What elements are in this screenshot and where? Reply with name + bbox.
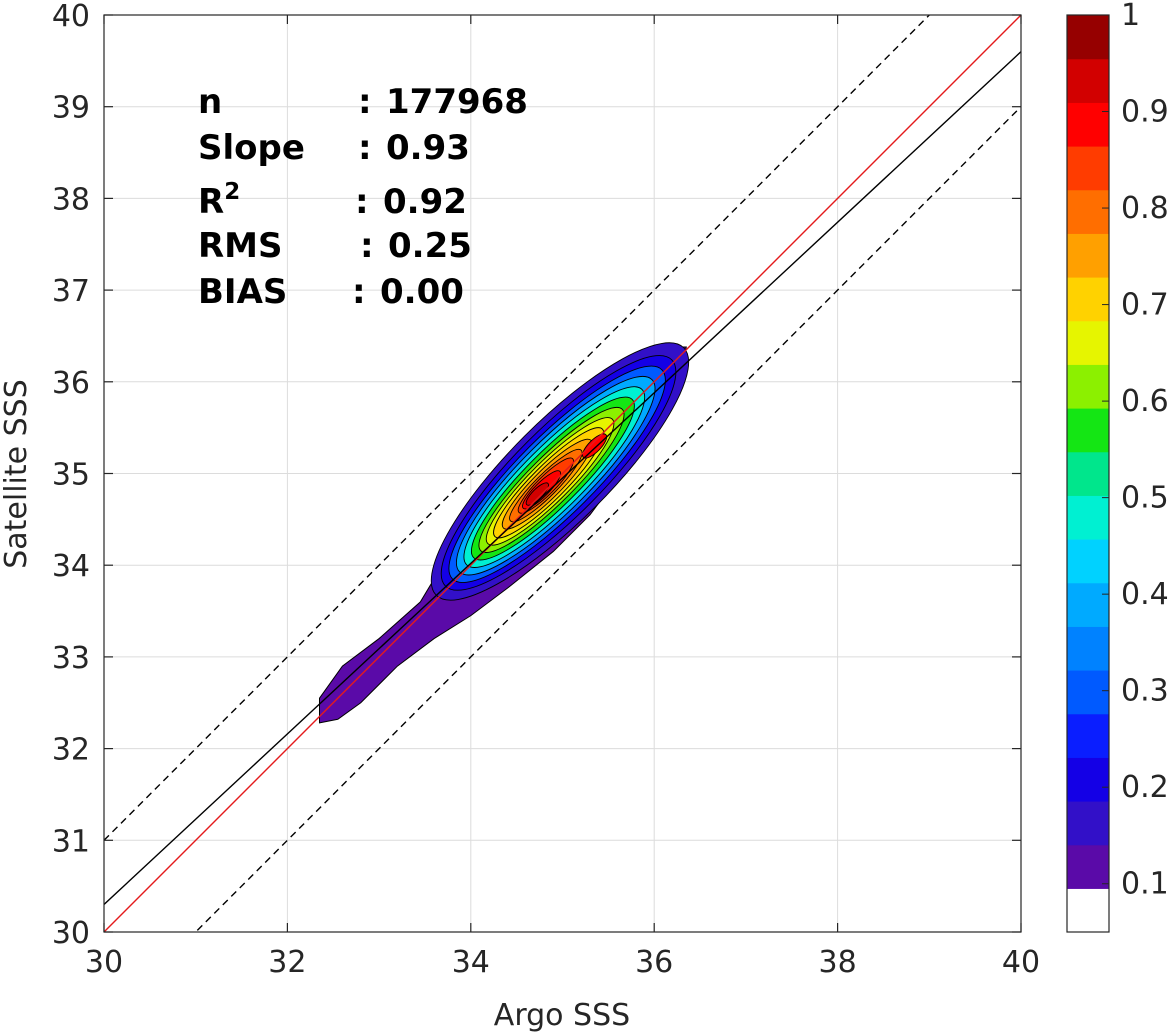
colorbar-tick-label: 0.7 [1121,288,1169,323]
axis-ticks: 30 32 34 36 38 40 30 31 32 33 34 35 36 37 38 39 40 [52,0,1040,980]
stat-label-text: Slope [198,128,305,168]
y-tick-label: 31 [52,824,90,859]
colorbar-frame [1066,14,1110,933]
colorbar-segment [1067,670,1109,715]
statistics-box: n:177968Slope:0.93R2:0.92RMS:0.25BIAS:0.… [198,82,528,312]
stat-label: n [198,82,222,122]
stat-separator: : [358,128,372,168]
colorbar-segment [1067,582,1109,627]
x-tick-label: 34 [452,945,490,980]
y-tick-label: 30 [52,916,90,951]
colorbar-segment [1067,58,1109,103]
colorbar-tick-label: 0.1 [1121,867,1169,902]
upper-bound-line [104,15,931,841]
x-axis-label: Argo SSS [494,998,630,1033]
colorbar-segment [1067,189,1109,234]
colorbar-segment [1067,364,1109,409]
colorbar: 0.1 0.2 0.3 0.4 0.5 0.6 0.7 0.8 0.9 1 [1066,0,1169,933]
colorbar-segment [1067,713,1109,758]
y-tick-label: 37 [52,274,90,309]
colorbar-segment [1067,539,1109,584]
reference-lines [104,15,1021,932]
y-tick-label: 34 [52,549,90,584]
regression-line [104,51,1021,906]
stat-label-text: n [198,82,222,122]
y-axis-label: Satellite SSS [0,379,34,569]
y-tick-label: 40 [52,0,90,34]
stat-value: 0.00 [380,272,464,312]
colorbar-segment [1067,320,1109,365]
colorbar-segment [1067,146,1109,191]
stat-value: 177968 [386,82,528,122]
colorbar-segment [1067,495,1109,540]
stat-label: BIAS [198,272,287,312]
stat-value: 0.25 [388,226,472,266]
y-tick-label: 33 [52,641,90,676]
colorbar-tick-label: 0.4 [1121,577,1169,612]
x-tick-label: 38 [819,945,857,980]
colorbar-segment [1067,888,1109,933]
y-tick-label: 36 [52,366,90,401]
stat-value: 0.92 [383,182,467,222]
stat-label: R2 [198,179,240,222]
colorbar-segment [1067,844,1109,889]
stat-label-text: BIAS [198,272,287,312]
stat-separator: : [360,226,374,266]
y-tick-label: 35 [52,458,90,493]
colorbar-segment [1067,15,1109,60]
x-tick-label: 30 [85,945,123,980]
stat-label-superscript: 2 [224,179,240,205]
y-tick-label: 32 [52,733,90,768]
x-tick-label: 32 [268,945,306,980]
colorbar-tick-label: 0.6 [1121,384,1169,419]
colorbar-segment [1067,757,1109,802]
one-to-one-line [104,15,1021,932]
colorbar-segment [1067,277,1109,322]
stat-label-text: R [198,182,224,222]
stat-separator: : [358,82,372,122]
colorbar-tick-label: 0.5 [1121,481,1169,516]
x-tick-label: 40 [1002,945,1040,980]
colorbar-segment [1067,233,1109,278]
colorbar-segment [1067,451,1109,496]
lower-bound-line [194,106,1021,932]
colorbar-segment [1067,102,1109,147]
density-secondary-peak [582,433,608,459]
colorbar-tick-label: 0.9 [1121,95,1169,130]
colorbar-tick-label: 0.3 [1121,674,1169,709]
y-tick-label: 39 [52,91,90,126]
colorbar-segment [1067,801,1109,846]
colorbar-segment [1067,408,1109,453]
colorbar-tick-label: 1 [1121,0,1140,33]
stat-label: Slope [198,128,305,168]
colorbar-segment [1067,626,1109,671]
x-tick-label: 36 [635,945,673,980]
y-tick-label: 38 [52,182,90,217]
stat-value: 0.93 [386,128,470,168]
colorbar-tick-label: 0.8 [1121,191,1169,226]
stat-label: RMS [198,226,283,266]
stat-separator: : [352,272,366,312]
stat-separator: : [355,182,369,222]
stat-label-text: RMS [198,226,283,266]
colorbar-tick-label: 0.2 [1121,770,1169,805]
